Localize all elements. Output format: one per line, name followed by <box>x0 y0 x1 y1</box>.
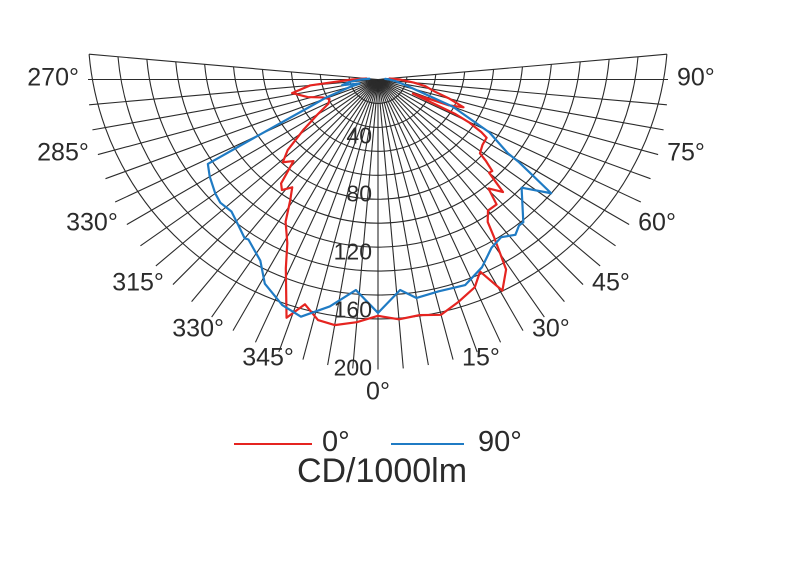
svg-text:200: 200 <box>334 355 372 381</box>
svg-text:120: 120 <box>334 239 372 265</box>
svg-text:285°: 285° <box>37 139 89 167</box>
svg-text:0°: 0° <box>366 378 390 406</box>
svg-text:330°: 330° <box>66 209 118 237</box>
svg-text:40: 40 <box>346 123 372 149</box>
svg-text:75°: 75° <box>667 139 705 167</box>
svg-text:45°: 45° <box>592 269 630 297</box>
svg-text:60°: 60° <box>638 209 676 237</box>
svg-text:345°: 345° <box>242 344 294 372</box>
svg-text:315°: 315° <box>112 269 164 297</box>
svg-text:90°: 90° <box>677 64 715 92</box>
svg-text:30°: 30° <box>532 315 570 343</box>
svg-text:80: 80 <box>346 181 372 207</box>
svg-text:160: 160 <box>334 297 372 323</box>
svg-text:270°: 270° <box>27 64 79 92</box>
svg-text:15°: 15° <box>462 344 500 372</box>
svg-text:330°: 330° <box>172 315 224 343</box>
